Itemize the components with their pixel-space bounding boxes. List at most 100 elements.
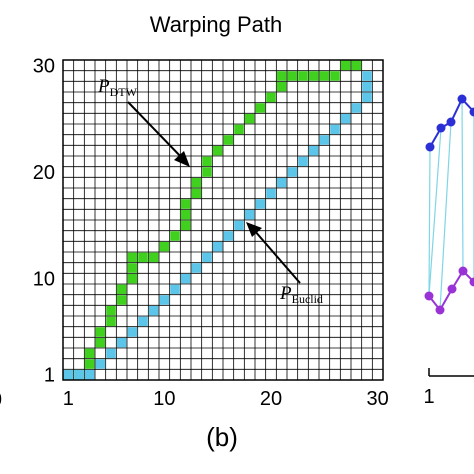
dtw-cell [298,71,308,81]
euclid-cell [95,359,106,369]
euclid-cell [138,316,148,327]
euclid-cell [362,92,372,103]
upper-series-point [425,142,435,152]
upper-series-point [436,123,446,133]
x-tick-label: 30 [367,388,389,410]
annotation-p-dtw: PDTW [97,76,190,167]
euclid-cell [351,103,362,113]
dtw-cell [308,71,319,81]
dtw-cell [212,145,223,156]
dtw-cell [351,60,362,71]
dtw-cell [148,252,159,263]
left-panel-partial-tick: 0 [0,389,2,411]
right-panel-lower-series [424,266,474,315]
lower-series-point [458,266,468,276]
euclid-cell [148,305,159,316]
euclid-cell [362,71,372,81]
annotation-p-dtw-arrow-line [127,101,185,161]
alignment-link [439,121,452,311]
dtw-cell [191,177,202,188]
euclid-cell [84,369,95,380]
dtw-cell [244,113,255,124]
euclid-cell [106,348,116,359]
dtw-cell [127,263,138,273]
euclid-cell [191,263,202,273]
annotation-p-dtw-sub: DTW [110,85,138,99]
euclid-cell [330,124,340,135]
right-panel-x-tick-label: 1 [423,386,434,408]
dtw-cell [95,327,106,337]
right-panel-alignment-links [428,98,474,311]
dtw-cell [95,337,106,348]
euclid-cell [212,241,223,252]
dtw-cell [287,71,298,81]
euclid-cell [159,295,170,305]
lower-series-point [447,284,457,294]
euclid-cell [340,113,351,124]
upper-series-point [457,94,467,104]
x-axis-ticks: 1 10 20 30 [63,388,389,410]
euclid-cell [127,327,138,337]
y-tick-label: 10 [33,269,55,291]
right-panel-partial: 1 [423,94,474,408]
dtw-cell [266,92,276,103]
euclid-cell [319,135,330,145]
x-tick-label: 20 [260,388,282,410]
chart-title: Warping Path [150,12,282,37]
figure-caption: (b) [206,422,238,452]
euclid-cell [63,369,74,380]
x-tick-label: 1 [63,388,74,410]
alignment-link [461,98,464,272]
y-tick-label: 1 [44,365,55,387]
upper-series-point [446,117,456,127]
dtw-cell [319,71,330,81]
annotation-p-euclid-sub: Euclid [292,292,323,306]
dtw-cell [170,231,180,241]
dtw-cell [330,71,340,81]
dtw-cell [180,209,191,220]
alignment-link [428,146,431,297]
euclid-cell [287,167,298,177]
dtw-cell [138,252,148,263]
annotation-p-euclid: PEuclid [246,222,323,306]
dtw-cell [159,241,170,252]
euclid-cell [244,209,255,220]
euclid-cell [74,369,84,380]
dtw-cell [191,188,202,199]
dtw-cell [180,199,191,209]
svg-text:PEuclid: PEuclid [279,283,323,306]
dtw-cell [202,167,212,177]
euclid-cell [298,156,308,167]
svg-text:PDTW: PDTW [97,76,138,99]
y-tick-label: 20 [33,162,55,184]
euclid-cell [255,199,266,209]
dtw-cell [223,135,234,145]
right-panel-upper-series [425,94,474,152]
dtw-cell [127,252,138,263]
dtw-cell [127,273,138,284]
euclid-cell [170,284,180,295]
dtw-cell [116,284,127,295]
euclid-cell [308,145,319,156]
euclid-cell [234,220,244,231]
dtw-cell [276,81,287,92]
upper-series-point [469,107,474,117]
euclid-cell [223,231,234,241]
y-axis-ticks: 1 10 20 30 [33,55,55,386]
dtw-cell [255,103,266,113]
dtw-cell [340,60,351,71]
dtw-cell [202,156,212,167]
lower-series-point [469,277,474,287]
dtw-cell [276,71,287,81]
lower-series-point [435,305,445,315]
euclid-cell [266,188,276,199]
dtw-cell [234,124,244,135]
euclid-cell [116,337,127,348]
dtw-cell [116,295,127,305]
y-tick-label: 30 [33,55,55,77]
annotation-p-euclid-arrowhead [246,222,262,237]
alignment-link [428,127,442,297]
annotation-p-dtw-arrowhead [174,151,190,167]
annotation-p-dtw-main: P [97,76,110,97]
grid-lines [63,60,383,380]
